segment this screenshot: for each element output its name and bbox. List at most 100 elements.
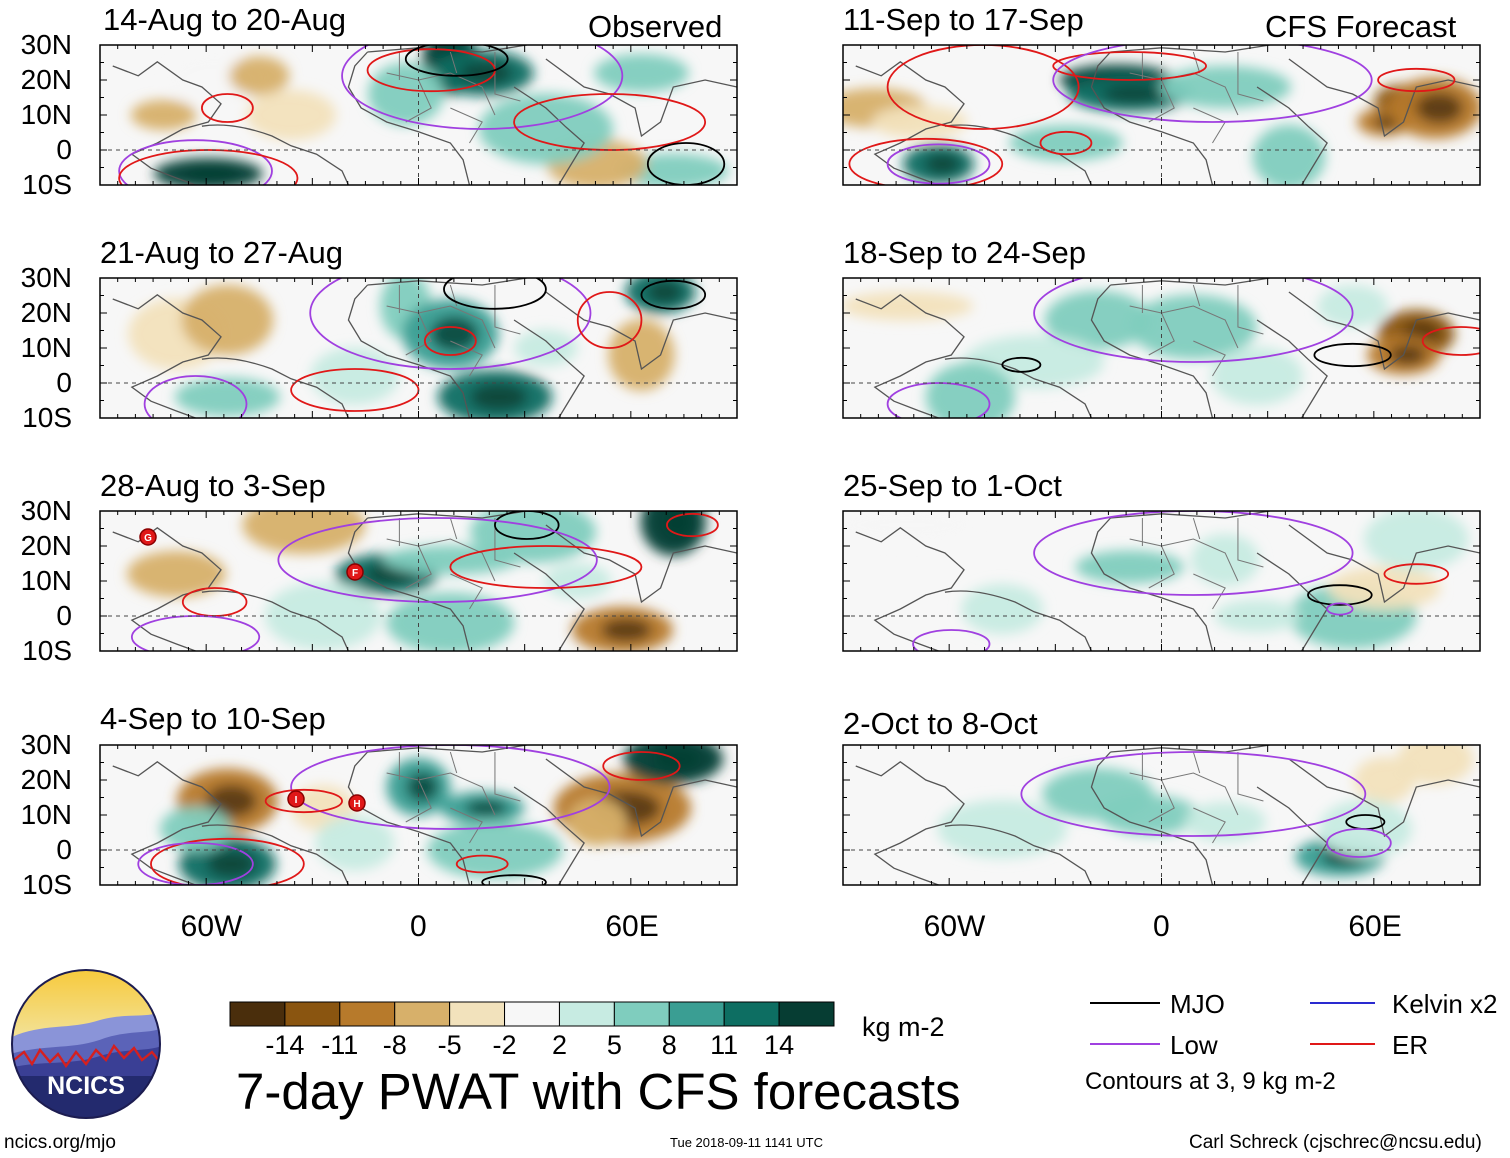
legend-mjo: MJO — [1170, 989, 1225, 1019]
observed-label: Observed — [588, 9, 723, 44]
legend-swatches — [1090, 1002, 1375, 1045]
wave-contour — [341, 45, 624, 130]
latitude-label: 30N — [20, 262, 72, 293]
wave-contour — [848, 137, 1004, 185]
pwat-anomaly-blob — [242, 511, 366, 554]
wave-contour — [1052, 51, 1207, 81]
colorbar-tick-label: 2 — [551, 1030, 567, 1060]
pwat-anomaly-blob — [1214, 599, 1300, 633]
longitude-label: 60E — [1348, 910, 1402, 943]
coastline — [1257, 553, 1327, 651]
wave-contour — [1001, 356, 1042, 373]
pwat-anomaly-blob — [1252, 124, 1326, 185]
storm-marker-label: G — [144, 533, 152, 544]
country-border — [1149, 780, 1174, 822]
colorbar-tick-label: 8 — [661, 1030, 677, 1060]
latitude-label: 10S — [22, 635, 72, 666]
forecast-label: CFS Forecast — [1265, 9, 1457, 44]
wave-contour — [1020, 751, 1367, 837]
colorbar-swatch — [504, 1001, 560, 1027]
map-panel — [842, 277, 1481, 419]
latitude-label: 10N — [20, 799, 72, 830]
country-border — [387, 73, 495, 115]
source-url: ncics.org/mjo — [4, 1132, 116, 1153]
colorbar-swatch — [394, 1001, 451, 1027]
storm-marker-label: I — [295, 795, 298, 806]
map-panel — [842, 744, 1481, 886]
coastline — [1111, 511, 1270, 518]
coastline — [1091, 52, 1212, 185]
pwat-anomaly-blob — [1328, 566, 1441, 610]
wave-contour — [264, 788, 343, 814]
wave-contour — [602, 751, 681, 781]
pwat-anomaly-blob — [1075, 550, 1184, 584]
colorbar-swatch — [668, 1001, 725, 1027]
legend-er: ER — [1392, 1030, 1429, 1060]
colorbar-tick-label: -11 — [321, 1030, 359, 1060]
pwat-anomaly-blob — [159, 806, 232, 852]
pwat-anomaly-blob — [310, 347, 400, 405]
pwat-anomaly-blob — [470, 511, 597, 564]
colorbar-units: kg m-2 — [862, 1012, 945, 1042]
storm-marker-label: H — [353, 799, 360, 810]
coastline — [348, 752, 469, 885]
country-border — [495, 752, 520, 801]
map-panels: G F I H — [99, 44, 1481, 886]
pwat-anomaly-blob — [1190, 533, 1260, 587]
pwat-anomaly-core — [660, 511, 694, 540]
pwat-anomaly-blob — [925, 362, 1016, 418]
wave-contour — [513, 93, 707, 151]
colorbar-swatch — [613, 1001, 670, 1027]
coastline — [202, 825, 349, 885]
country-border — [450, 52, 456, 73]
longitude-label: 60E — [605, 910, 659, 943]
country-border — [1238, 518, 1263, 567]
country-border — [450, 752, 456, 773]
pwat-anomaly-blob — [130, 99, 197, 131]
country-border — [1238, 752, 1263, 801]
latitude-label: 0 — [56, 834, 72, 865]
coastline — [202, 125, 349, 185]
storm-marker-label: F — [352, 568, 358, 579]
colorbar-swatch — [723, 1001, 780, 1027]
coastline — [514, 787, 584, 885]
wave-contour — [1421, 326, 1480, 356]
country-border — [1130, 539, 1238, 581]
wave-contour — [118, 149, 299, 185]
pwat-anomaly-blob — [937, 799, 1068, 859]
pwat-anomaly-blob — [264, 582, 382, 650]
coastline — [1257, 787, 1327, 885]
map-panel — [99, 744, 738, 886]
wave-contour — [118, 139, 273, 185]
legend-kelvin: Kelvin x2 — [1392, 989, 1498, 1019]
coastline — [546, 759, 737, 836]
country-border — [1193, 285, 1199, 306]
country-border — [450, 108, 482, 143]
pwat-anomaly-blob — [1098, 795, 1199, 835]
pwat-anomaly-core — [1102, 84, 1165, 104]
colorbar-tick-label: -5 — [437, 1030, 462, 1060]
timestamp: Tue 2018-09-11 1141 UTC — [670, 1135, 823, 1150]
pwat-anomaly-blob — [478, 93, 614, 165]
wave-contour — [277, 517, 598, 603]
wave-contour — [290, 745, 611, 830]
wave-contour — [1039, 130, 1093, 156]
coastline — [856, 295, 964, 418]
longitude-label: 60W — [923, 910, 986, 943]
coastline — [1091, 518, 1212, 651]
coastline — [514, 320, 584, 418]
pwat-anomaly-blob — [1044, 290, 1151, 350]
latitude-label: 20N — [20, 297, 72, 328]
country-border — [406, 546, 431, 588]
colorbar-tick-label: -2 — [492, 1030, 517, 1060]
pwat-anomaly-blob — [126, 550, 226, 598]
wave-contour — [449, 545, 643, 589]
pwat-anomaly-core — [406, 772, 439, 802]
coastline — [348, 285, 469, 418]
coastline — [514, 87, 584, 185]
coastline — [1289, 292, 1480, 369]
coastline — [1111, 745, 1270, 752]
pwat-anomaly-blob — [871, 105, 968, 139]
map-panel — [99, 510, 738, 652]
country-border — [1149, 546, 1174, 588]
